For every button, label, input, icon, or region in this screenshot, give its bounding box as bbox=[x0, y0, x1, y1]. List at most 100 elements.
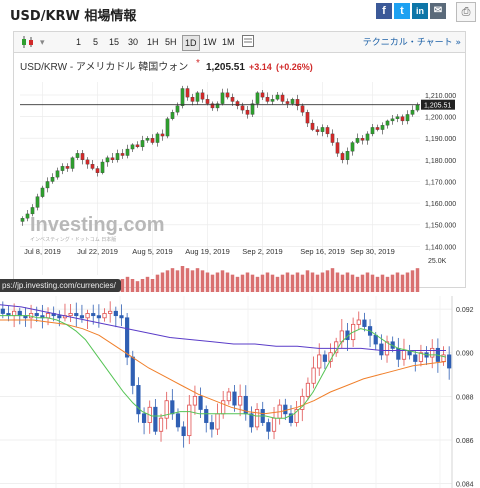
chart-type-dropdown-icon[interactable]: ▾ bbox=[40, 37, 45, 47]
volume-bar bbox=[155, 274, 160, 292]
candle2-body bbox=[204, 409, 209, 423]
candle-body bbox=[200, 92, 205, 100]
candle2-body bbox=[141, 413, 147, 423]
volume-bar bbox=[260, 274, 265, 292]
interval-1m[interactable]: 1 bbox=[76, 37, 82, 47]
candle-body bbox=[355, 138, 360, 143]
volume-bar bbox=[190, 270, 195, 292]
candle-body bbox=[315, 129, 320, 132]
volume-bar bbox=[140, 279, 145, 292]
interval-1d[interactable]: 1D bbox=[182, 35, 200, 51]
email-share-icon[interactable]: ✉ bbox=[430, 3, 446, 19]
volume-bar bbox=[195, 268, 200, 292]
price-header: USD/KRW - アメリカドル 韓国ウォン * 1,205.51 +3.14 … bbox=[20, 58, 313, 73]
volume-bar bbox=[150, 279, 155, 292]
volume-bar bbox=[215, 272, 220, 292]
volume-bar bbox=[300, 274, 305, 292]
candle-body bbox=[220, 92, 225, 104]
ma-mid-line bbox=[0, 319, 447, 415]
y2-tick-label: 0.084 bbox=[456, 482, 474, 488]
ma-long-line bbox=[0, 304, 446, 351]
indicator-panel-icon[interactable] bbox=[242, 35, 254, 49]
interval-5m[interactable]: 5 bbox=[93, 37, 99, 47]
candle-body bbox=[245, 109, 250, 115]
candle-body bbox=[310, 122, 315, 130]
y2-tick-label: 0.090 bbox=[456, 351, 474, 358]
candle-body bbox=[370, 127, 375, 135]
candle2-body bbox=[96, 315, 101, 319]
candle2-body bbox=[181, 426, 186, 437]
volume-bar bbox=[410, 270, 415, 292]
candle2-body bbox=[266, 422, 271, 432]
candle-body bbox=[100, 161, 105, 173]
interval-30m[interactable]: 30 bbox=[128, 37, 139, 47]
candle-body bbox=[320, 127, 325, 132]
candle2-body bbox=[226, 391, 231, 402]
candle2-body bbox=[57, 315, 62, 319]
candle-body bbox=[125, 148, 130, 156]
candle-body bbox=[185, 88, 190, 98]
chart-toolbar: ▾ 1 5 15 30 1H 5H 1D 1W 1M テクニカル・チャート » bbox=[13, 31, 466, 53]
candle-body bbox=[390, 118, 395, 122]
twitter-share-icon[interactable]: t bbox=[394, 3, 410, 19]
candle-body bbox=[345, 151, 350, 160]
volume-bar bbox=[250, 274, 255, 292]
watermark-brand: Investing.com bbox=[30, 214, 164, 236]
candle-body bbox=[300, 105, 305, 113]
y-tick-label: 1,160.000 bbox=[425, 201, 456, 208]
interval-1w[interactable]: 1W bbox=[203, 37, 217, 47]
candle2-body bbox=[249, 413, 254, 428]
volume-bar bbox=[270, 274, 275, 292]
candle-body bbox=[75, 153, 80, 158]
candle2-body bbox=[373, 334, 378, 345]
interval-15m[interactable]: 15 bbox=[109, 37, 120, 47]
candle2-body bbox=[232, 391, 237, 406]
candle-body bbox=[405, 114, 410, 122]
candle-body bbox=[350, 142, 355, 152]
interval-5h[interactable]: 5H bbox=[165, 37, 177, 47]
candle2-body bbox=[34, 313, 39, 317]
volume-bar bbox=[350, 274, 355, 292]
candle-body bbox=[205, 99, 210, 104]
volume-bar bbox=[335, 272, 340, 292]
volume-bar bbox=[125, 276, 130, 292]
candle2-body bbox=[74, 313, 79, 317]
candle-body bbox=[105, 157, 110, 163]
candle-body bbox=[140, 140, 145, 148]
volume-bar bbox=[235, 276, 240, 292]
candle-body bbox=[150, 138, 155, 143]
candle-body bbox=[130, 144, 135, 150]
candle2-body bbox=[130, 356, 135, 386]
candle-body bbox=[380, 125, 385, 130]
candle2-body bbox=[288, 413, 294, 423]
candlestick-type-icon[interactable] bbox=[20, 35, 38, 49]
technical-chart-link[interactable]: テクニカル・チャート » bbox=[362, 38, 461, 48]
candle-body bbox=[365, 133, 370, 141]
candle2-body bbox=[238, 395, 243, 406]
y-tick-label: 1,170.000 bbox=[425, 179, 456, 186]
main-y-axis: 1,140.000 1,150.000 1,160.000 1,170.000 1,18… bbox=[421, 93, 456, 251]
candle-body bbox=[95, 168, 100, 173]
interval-1mo[interactable]: 1M bbox=[222, 37, 235, 47]
candle2-body bbox=[300, 395, 305, 410]
candle-body bbox=[265, 96, 270, 102]
candle-body bbox=[70, 157, 75, 169]
candle2-body bbox=[418, 352, 424, 362]
candle-body bbox=[385, 120, 390, 126]
volume-bar bbox=[365, 272, 370, 292]
candle-body bbox=[230, 96, 235, 102]
volume-bar bbox=[245, 272, 250, 292]
candle-body bbox=[260, 92, 265, 98]
candle-body bbox=[60, 166, 65, 171]
candle2-body bbox=[209, 422, 214, 430]
printer-icon[interactable]: ⎙ bbox=[456, 2, 476, 22]
candle2-body bbox=[283, 404, 288, 415]
interval-1h[interactable]: 1H bbox=[147, 37, 159, 47]
volume-bar bbox=[170, 268, 175, 292]
facebook-share-icon[interactable]: f bbox=[376, 3, 392, 19]
y-tick-label: 1,180.000 bbox=[425, 158, 456, 165]
linkedin-share-icon[interactable]: in bbox=[412, 3, 428, 19]
y-tick-label: 1,210.000 bbox=[425, 93, 456, 100]
candle2-body bbox=[221, 400, 226, 415]
candle-body bbox=[40, 187, 45, 197]
